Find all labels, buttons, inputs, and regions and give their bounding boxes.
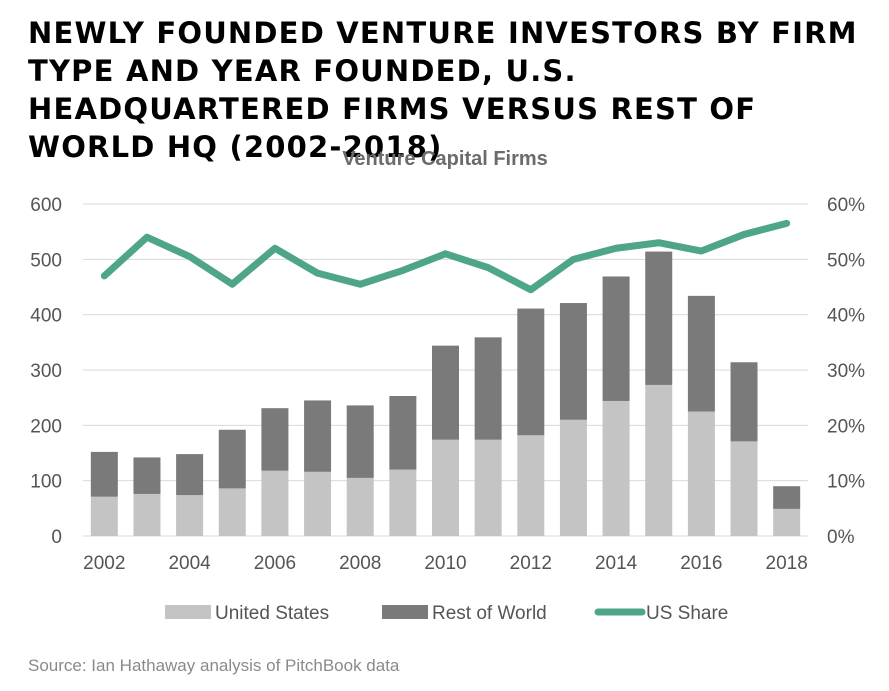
right-tick-label: 40% bbox=[827, 306, 865, 327]
bars bbox=[90, 251, 801, 536]
x-tick-label: 2018 bbox=[766, 553, 808, 574]
bar-united-states bbox=[218, 488, 246, 536]
x-tick-label: 2016 bbox=[680, 553, 722, 574]
bar-rest-of-world bbox=[133, 457, 161, 494]
bar-rest-of-world bbox=[474, 337, 502, 440]
bar-united-states bbox=[559, 419, 587, 536]
legend-united-states-label: United States bbox=[215, 603, 329, 624]
left-tick-label: 200 bbox=[30, 416, 62, 437]
legend-us-share-label: US Share bbox=[646, 603, 728, 624]
x-tick-label: 2004 bbox=[168, 553, 211, 574]
left-tick-label: 400 bbox=[30, 306, 62, 327]
bar-rest-of-world bbox=[687, 295, 715, 412]
left-tick-label: 0 bbox=[51, 527, 62, 548]
bar-rest-of-world bbox=[730, 362, 758, 442]
bar-rest-of-world bbox=[304, 400, 332, 472]
left-tick-label: 300 bbox=[30, 361, 62, 382]
bar-rest-of-world bbox=[90, 451, 118, 497]
x-tick-label: 2008 bbox=[339, 553, 381, 574]
right-tick-label: 50% bbox=[827, 250, 865, 271]
right-tick-label: 30% bbox=[827, 361, 865, 382]
legend-united-states-swatch bbox=[165, 605, 211, 619]
left-tick-label: 500 bbox=[30, 250, 62, 271]
bar-rest-of-world bbox=[602, 276, 630, 401]
legend-rest-of-world-swatch bbox=[382, 605, 428, 619]
bar-united-states bbox=[773, 508, 801, 536]
bar-united-states bbox=[304, 471, 332, 536]
bar-rest-of-world bbox=[261, 408, 289, 471]
bar-rest-of-world bbox=[773, 486, 801, 509]
bar-united-states bbox=[432, 439, 459, 536]
chart-title: Venture Capital Firms bbox=[342, 148, 548, 170]
x-tick-label: 2010 bbox=[424, 553, 466, 574]
left-tick-label: 100 bbox=[30, 472, 62, 493]
bar-united-states bbox=[730, 441, 758, 536]
bar-united-states bbox=[90, 496, 118, 536]
bar-united-states bbox=[261, 470, 289, 536]
bar-rest-of-world bbox=[432, 345, 459, 440]
right-tick-label: 0% bbox=[827, 527, 855, 548]
bar-united-states bbox=[602, 400, 630, 536]
right-tick-label: 20% bbox=[827, 416, 865, 437]
legend: United States Rest of World US Share bbox=[165, 603, 728, 624]
right-tick-label: 60% bbox=[827, 195, 865, 216]
x-axis: 2002 2004 2006 2008 2010 2012 2014 2016 2018 bbox=[83, 553, 808, 574]
bar-united-states bbox=[474, 439, 502, 536]
legend-rest-of-world-label: Rest of World bbox=[432, 603, 547, 624]
us-share-line bbox=[100, 219, 791, 294]
bar-united-states bbox=[517, 435, 545, 536]
right-tick-label: 10% bbox=[827, 472, 865, 493]
source-note: Source: Ian Hathaway analysis of PitchBo… bbox=[28, 656, 400, 675]
us-share-line-group bbox=[100, 219, 791, 294]
left-tick-label: 600 bbox=[30, 195, 62, 216]
right-axis: 0% 10% 20% 30% 40% 50% 60% bbox=[827, 195, 865, 548]
bar-rest-of-world bbox=[346, 405, 374, 478]
x-tick-label: 2014 bbox=[595, 553, 638, 574]
x-tick-label: 2006 bbox=[254, 553, 296, 574]
bar-rest-of-world bbox=[176, 454, 204, 496]
bar-united-states bbox=[176, 495, 204, 536]
bar-rest-of-world bbox=[218, 429, 246, 489]
bar-united-states bbox=[346, 477, 374, 536]
bar-united-states bbox=[389, 469, 417, 536]
bar-united-states bbox=[645, 384, 673, 536]
x-tick-label: 2012 bbox=[510, 553, 552, 574]
bar-united-states bbox=[687, 411, 715, 536]
bar-rest-of-world bbox=[517, 308, 545, 436]
bar-united-states bbox=[133, 493, 161, 536]
bar-rest-of-world bbox=[559, 303, 587, 420]
bar-rest-of-world bbox=[645, 251, 673, 385]
x-tick-label: 2002 bbox=[83, 553, 125, 574]
headline: NEWLY FOUNDED VENTURE INVESTORS BY FIRM … bbox=[28, 16, 858, 164]
left-axis: 0 100 200 300 400 500 600 bbox=[30, 195, 62, 548]
bar-rest-of-world bbox=[389, 396, 417, 470]
